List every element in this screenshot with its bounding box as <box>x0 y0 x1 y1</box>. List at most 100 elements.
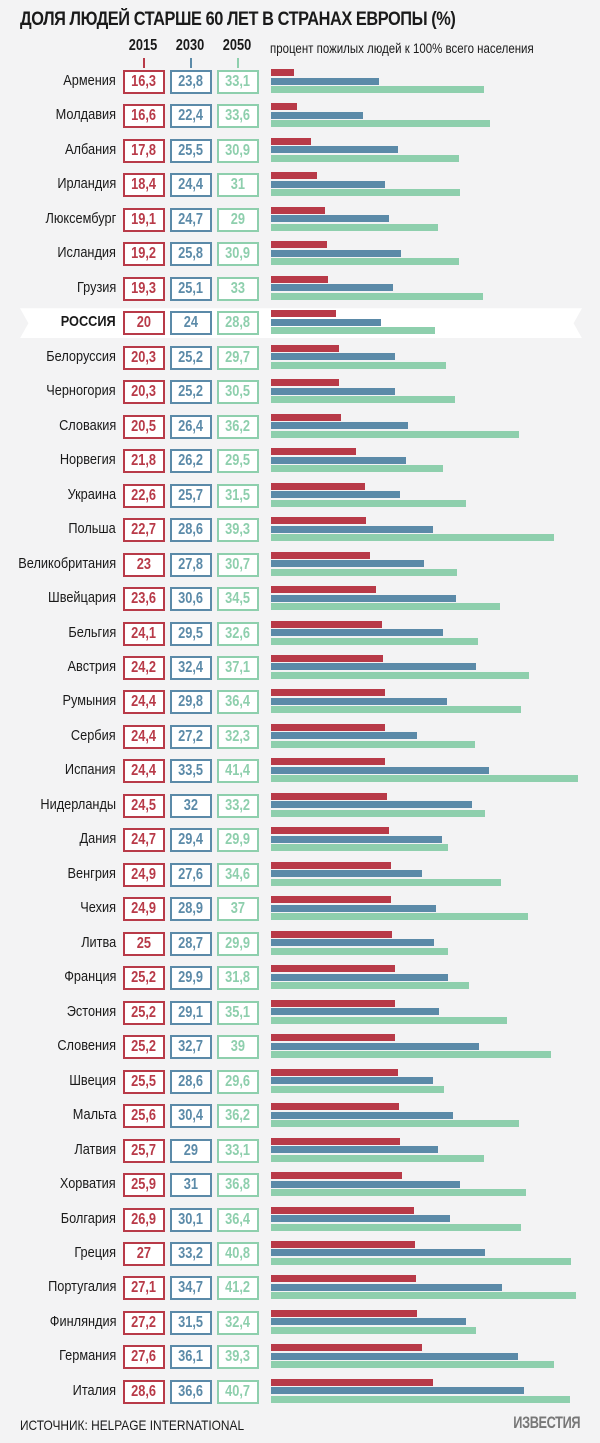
value-label-2030: 36,6 <box>178 1382 204 1400</box>
value-box-2015: 20,3 <box>123 345 165 370</box>
value-label-2030: 25,2 <box>178 383 204 401</box>
bar-2050 <box>271 1326 477 1334</box>
value-box-2030: 31 <box>170 1173 212 1198</box>
bar-2050 <box>271 982 470 990</box>
value-box-2030: 24,4 <box>170 173 212 198</box>
value-box-2050: 29,7 <box>217 345 259 370</box>
value-box-2050: 31,8 <box>217 966 259 991</box>
bar-2015 <box>271 689 386 697</box>
value-box-2030: 27,6 <box>170 862 212 887</box>
chart-row: Латвия 25,7 29 33,1 <box>0 1137 600 1173</box>
bar-2050 <box>271 1016 507 1024</box>
bar-2015 <box>271 1206 414 1214</box>
value-label-2050: 30,5 <box>225 383 251 401</box>
value-box-2050: 28,8 <box>217 311 259 336</box>
value-box-2030: 22,4 <box>170 104 212 129</box>
country-label: Молдавия <box>55 106 116 124</box>
value-box-2015: 25,2 <box>123 1035 165 1060</box>
bar-2050 <box>271 534 555 542</box>
bar-2015 <box>271 1172 403 1180</box>
value-label-2015: 22,7 <box>131 521 157 539</box>
value-label-2015: 27,6 <box>131 1348 157 1366</box>
country-label: Италия <box>72 1381 116 1399</box>
value-label-2050: 34,5 <box>225 590 251 608</box>
value-label-2050: 32,3 <box>225 727 251 745</box>
value-box-2030: 28,7 <box>170 931 212 956</box>
value-box-2030: 36,1 <box>170 1345 212 1370</box>
chart-row: Болгария 26,9 30,1 36,4 <box>0 1206 600 1242</box>
value-box-2015: 25,9 <box>123 1173 165 1198</box>
value-box-2030: 25,2 <box>170 345 212 370</box>
value-box-2050: 29,6 <box>217 1069 259 1094</box>
country-label: Армения <box>63 72 116 89</box>
chart-row: Норвегия 21,8 26,2 29,5 <box>0 448 600 483</box>
bar-2050 <box>271 223 438 231</box>
country-label: Люксембург <box>45 209 116 227</box>
year-tick-2015 <box>143 58 145 68</box>
value-label-2030: 25,5 <box>178 141 204 159</box>
bar-2015 <box>271 723 386 731</box>
value-box-2015: 18,4 <box>123 173 165 198</box>
izvestia-logo: ИЗВЕСТИЯ <box>513 1413 580 1432</box>
chart-row: Швейцария 23,6 30,6 34,5 <box>0 586 600 621</box>
country-label: Франция <box>63 968 116 986</box>
bar-2030 <box>271 111 363 119</box>
chart-row: Италия 28,6 36,6 40,7 <box>0 1378 600 1414</box>
value-box-2015: 25,6 <box>123 1104 165 1129</box>
bar-2050 <box>271 775 579 783</box>
country-label: Румыния <box>62 692 116 710</box>
value-box-2050: 32,3 <box>217 724 259 749</box>
value-box-2030: 33,5 <box>170 759 212 784</box>
country-label: Португалия <box>47 1278 116 1296</box>
chart-row: Белоруссия 20,3 25,2 29,7 <box>0 344 600 380</box>
bar-2015 <box>271 1309 418 1317</box>
bar-2015 <box>271 172 318 180</box>
country-label: Великобритания <box>18 554 116 572</box>
bar-2030 <box>271 1249 486 1257</box>
value-label-2050: 31,5 <box>225 486 251 504</box>
bar-2015 <box>271 827 389 835</box>
value-box-2030: 32,7 <box>170 1035 212 1060</box>
chart-row: Германия 27,6 36,1 39,3 <box>0 1344 600 1379</box>
value-label-2050: 33,2 <box>225 796 251 814</box>
value-label-2015: 23 <box>136 555 152 573</box>
value-label-2015: 20,3 <box>131 383 157 401</box>
bar-2015 <box>271 792 387 800</box>
value-label-2050: 30,9 <box>225 245 251 263</box>
value-label-2050: 39 <box>230 1038 246 1056</box>
bar-2015 <box>271 241 327 249</box>
value-label-2050: 32,6 <box>225 624 251 642</box>
country-label: Белоруссия <box>46 347 116 365</box>
country-label: Грузия <box>76 278 116 296</box>
chart-row: Сербия 24,4 27,2 32,3 <box>0 723 600 759</box>
value-box-2050: 33,1 <box>217 1138 259 1163</box>
value-label-2050: 39,3 <box>225 521 251 539</box>
chart-row: Молдавия 16,6 22,4 33,6 <box>0 103 600 138</box>
value-box-2050: 37,1 <box>217 655 259 680</box>
value-box-2050: 33,2 <box>217 793 259 818</box>
bar-2015 <box>271 1068 398 1076</box>
value-box-2015: 24,2 <box>123 655 165 680</box>
bar-2030 <box>271 594 456 602</box>
bar-2030 <box>271 1042 480 1050</box>
chart-row: Чехия 24,9 28,9 37 <box>0 896 600 931</box>
chart-title: ДОЛЯ ЛЮДЕЙ СТАРШЕ 60 ЛЕТ В СТРАНАХ ЕВРОП… <box>20 9 456 30</box>
value-box-2015: 25,2 <box>123 966 165 991</box>
value-label-2015: 24,4 <box>131 727 157 745</box>
value-label-2015: 21,8 <box>131 452 157 470</box>
value-box-2050: 31 <box>217 173 259 198</box>
value-label-2050: 36,4 <box>225 693 251 711</box>
country-label: Словакия <box>58 416 116 434</box>
value-label-2015: 18,4 <box>131 176 157 194</box>
value-label-2015: 24,5 <box>131 796 157 814</box>
value-label-2030: 32,7 <box>178 1038 204 1056</box>
value-label-2030: 30,6 <box>178 590 204 608</box>
bar-2015 <box>271 517 367 525</box>
value-box-2015: 16,6 <box>123 104 165 129</box>
value-label-2015: 27 <box>136 1244 152 1262</box>
value-label-2030: 25,7 <box>178 486 204 504</box>
bar-2050 <box>271 1361 555 1369</box>
value-label-2015: 25 <box>136 934 152 952</box>
bar-2050 <box>271 86 485 93</box>
bar-2030 <box>271 835 443 843</box>
